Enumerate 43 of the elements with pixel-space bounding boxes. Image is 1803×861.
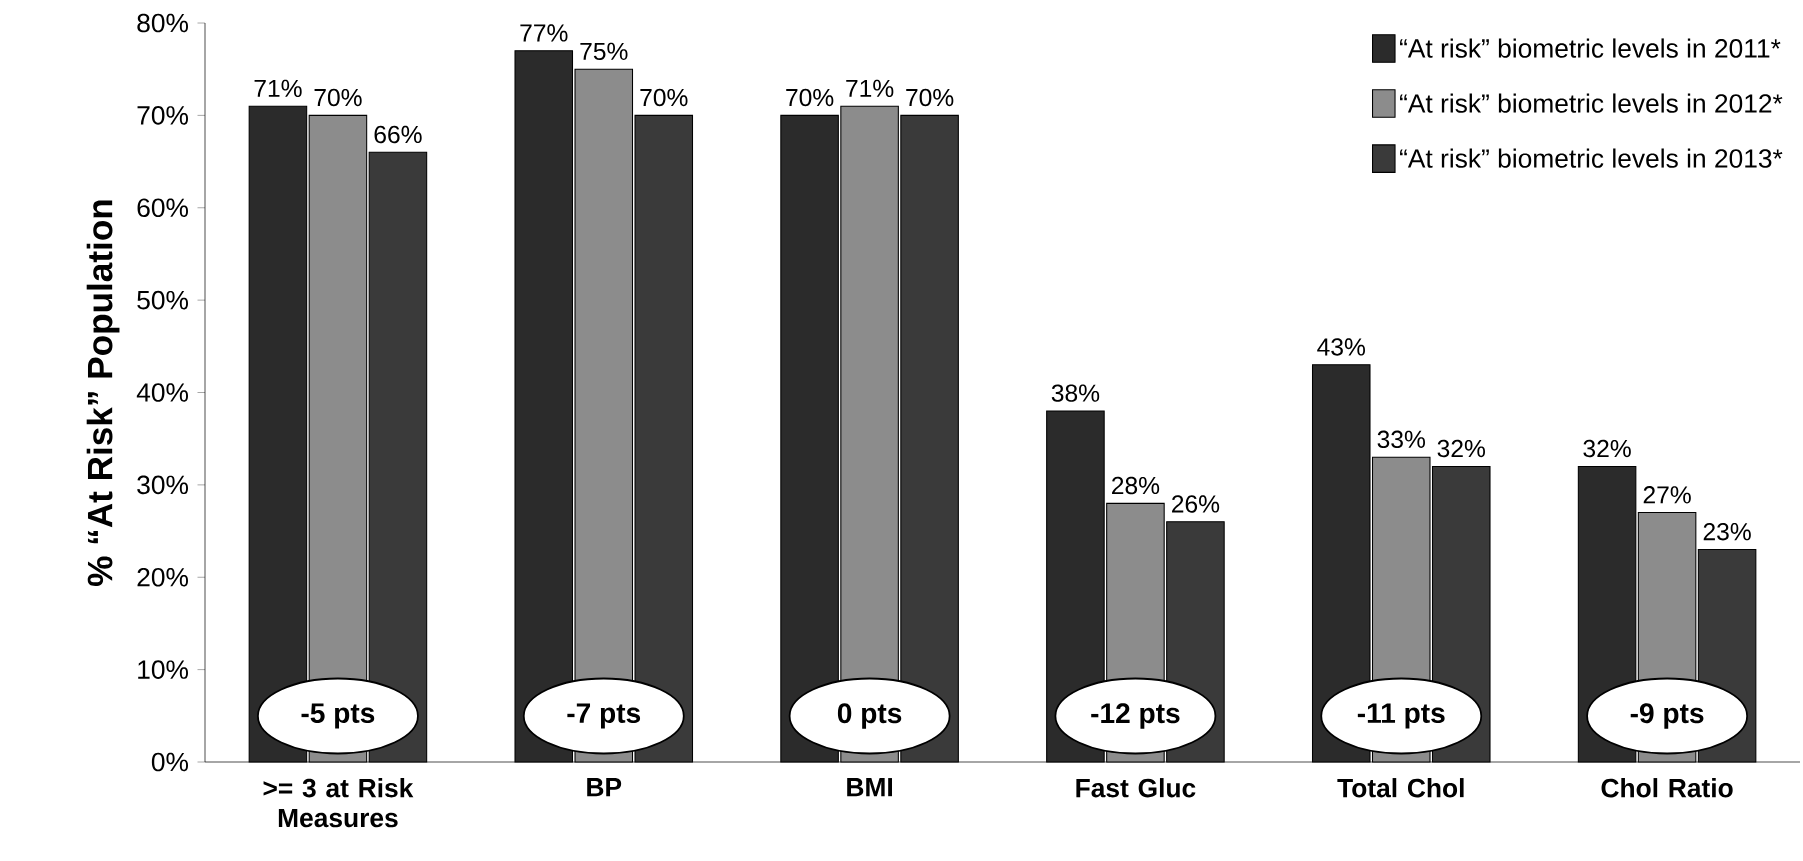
- legend-label: “At risk” biometric levels in 2013*: [1400, 148, 1783, 168]
- annotation: -9 pts: [1630, 703, 1704, 729]
- y-tick-label: 60%: [137, 198, 188, 218]
- data-label: 32%: [1583, 439, 1631, 458]
- y-tick-label: 40%: [136, 383, 188, 402]
- annotation: 0 pts: [837, 703, 902, 729]
- annotation: -11 pts: [1357, 703, 1445, 729]
- data-label: 43%: [1317, 338, 1365, 356]
- y-tick-label: 20%: [137, 567, 188, 587]
- data-label: 70%: [786, 88, 834, 107]
- legend-label: “At risk” biometric levels in 2012*: [1400, 93, 1783, 113]
- y-tick-label: 0%: [151, 752, 189, 772]
- data-label: 38%: [1051, 384, 1100, 402]
- y-axis-title: % “At Risk” Population: [86, 200, 120, 586]
- x-tick-label: Chol Ratio: [1601, 778, 1733, 798]
- y-tick-label: 30%: [137, 475, 188, 495]
- data-label: 66%: [374, 125, 422, 144]
- data-label: 77%: [520, 24, 568, 42]
- x-tick-label: BMI: [847, 778, 892, 797]
- x-tick-label: Total Chol: [1337, 778, 1464, 798]
- data-label: 32%: [1437, 439, 1485, 458]
- data-label: 26%: [1172, 495, 1220, 513]
- annotation: -12 pts: [1091, 703, 1180, 729]
- data-label: 28%: [1112, 476, 1160, 495]
- data-label: 23%: [1703, 522, 1751, 541]
- y-tick-label: 70%: [137, 106, 188, 125]
- x-tick-label: BP: [587, 778, 622, 797]
- data-label: 70%: [314, 88, 362, 107]
- data-label: 75%: [580, 42, 628, 61]
- x-tick-label: Fast Gluc: [1076, 778, 1196, 798]
- data-label: 27%: [1643, 486, 1691, 504]
- data-label: 70%: [640, 88, 688, 107]
- data-label: 33%: [1377, 430, 1425, 449]
- annotation: -7 pts: [567, 703, 641, 729]
- legend-label: “At risk” biometric levels in 2011*: [1400, 38, 1781, 58]
- x-tick-label: >= 3 at Risk Measures: [263, 778, 414, 828]
- y-tick-label: 50%: [137, 290, 188, 310]
- data-label: 71%: [254, 79, 302, 98]
- data-label: 70%: [906, 88, 954, 107]
- data-label: 71%: [846, 79, 894, 98]
- annotation: -5 pts: [301, 703, 375, 729]
- y-tick-label: 80%: [137, 13, 188, 33]
- y-tick-label: 10%: [138, 660, 188, 679]
